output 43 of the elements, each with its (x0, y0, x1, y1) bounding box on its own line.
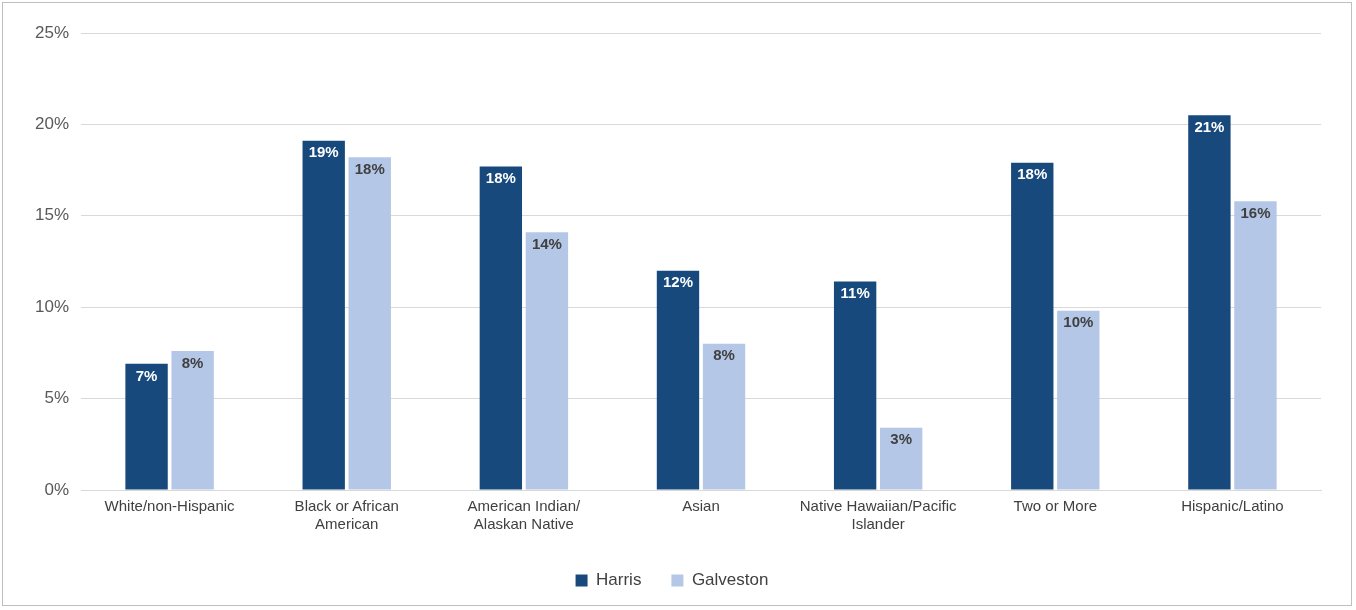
data-label: 11% (840, 284, 870, 302)
x-tick-label: Native Hawaiian/Pacific Islander (799, 497, 958, 533)
data-label: 3% (890, 430, 913, 448)
y-tick-label: 25% (34, 22, 70, 42)
y-tick-label: 20% (34, 114, 70, 134)
y-tick-label: 5% (44, 388, 70, 408)
bar (302, 140, 345, 490)
x-tick-label: Hispanic/Latino (1181, 497, 1284, 515)
data-label: 19% (308, 143, 339, 161)
bar (479, 166, 523, 490)
data-label: 16% (1240, 203, 1271, 221)
data-label: 12% (662, 273, 693, 291)
data-label: 8% (713, 346, 735, 364)
bar (879, 427, 923, 490)
x-tick-label: Two or More (1013, 497, 1097, 515)
data-label: 18% (354, 159, 385, 177)
x-tick-label: Asian (682, 497, 720, 515)
data-label: 21% (1194, 117, 1225, 135)
bar (1011, 162, 1054, 490)
bar (125, 363, 168, 490)
x-tick-label: Black or African American (294, 497, 399, 533)
y-tick-label: 10% (34, 296, 70, 316)
x-tick-label: American Indian/Alaskan Native (467, 497, 581, 533)
legend-label: Harris (596, 570, 642, 590)
data-label: 18% (1017, 165, 1048, 183)
data-label: 10% (1063, 313, 1094, 331)
data-label: 14% (531, 234, 562, 252)
y-tick-label: 0% (44, 479, 70, 499)
bar (171, 351, 214, 490)
bar (656, 270, 700, 490)
legend-label: Galveston (691, 570, 769, 590)
data-label: 7% (135, 366, 158, 384)
bar (1057, 310, 1100, 490)
x-tick-label: White/non-Hispanic (104, 497, 236, 515)
bar (1234, 201, 1277, 490)
y-tick-label: 15% (34, 205, 70, 225)
data-label: 8% (181, 353, 204, 371)
bar (833, 281, 877, 490)
bar (702, 343, 746, 490)
bar (525, 232, 569, 490)
bar (348, 157, 391, 490)
data-label: 18% (485, 169, 516, 187)
bar (1188, 115, 1231, 490)
